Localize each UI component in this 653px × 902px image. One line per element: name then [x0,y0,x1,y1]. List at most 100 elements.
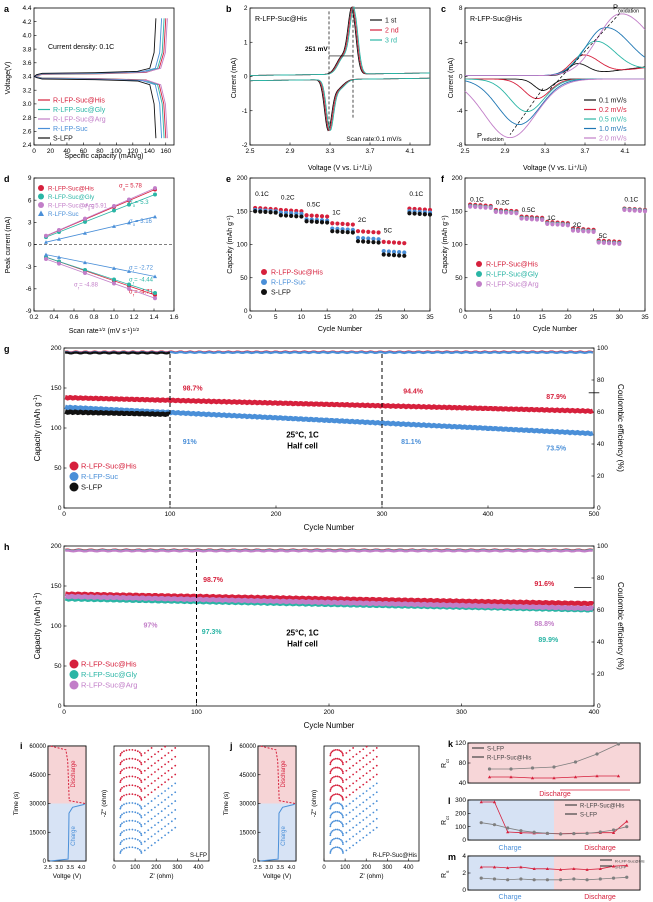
data-point [147,829,150,832]
data-point [150,755,153,758]
data-point [572,832,576,836]
y2-axis-title: Coulombic efficiency (%) [616,582,625,670]
legend-swatch [476,281,482,287]
y-axis-title: Rs [441,870,451,878]
data-point [338,775,341,778]
data-point [167,760,170,763]
rate-label: 0.5C [522,207,536,214]
data-point [362,836,365,839]
data-point [143,822,146,825]
x-tick-label: 2.5 [44,865,52,871]
panel-g: 0 100 200 300 400 500050100150200020406080100… [33,345,625,532]
panel-label: b [226,4,232,14]
label-part: Capacity (mAh g [33,402,42,461]
data-point [375,817,378,820]
data-point [334,784,337,787]
data-point [309,213,314,218]
data-point [509,210,514,216]
label-part: 1/2 [132,327,139,333]
data-point [369,831,371,834]
x-tick-label: 3.3 [325,148,334,155]
y-tick-label: 0 [244,74,248,81]
data-point [143,814,146,816]
data-point [44,256,48,261]
x-tick-label: 4.1 [405,148,414,155]
data-point [386,252,391,257]
data-point [606,241,612,246]
data-point [125,802,128,805]
annotation: σo= 5.78 [119,184,143,192]
band-label: Discharge [584,894,616,901]
label-part: s [446,870,451,873]
data-point [632,208,637,213]
y-tick-label: 4.4 [22,5,31,12]
guide-line [509,88,544,135]
y-axis-title: Voltage(V) [5,62,12,95]
data-point [598,830,602,834]
data-point [157,803,160,806]
data-point [375,773,378,776]
data-point [355,833,358,835]
legend-label: R-LFP-Suc@His [48,186,94,193]
data-point [112,204,116,209]
data-point [478,205,483,210]
panel-label: l [448,796,451,806]
data-point [581,229,586,234]
annotation: 73.5% [546,445,567,452]
data-point [164,763,166,766]
data-point [358,839,361,842]
band-label: Discharge [584,845,616,852]
x-tick-label: 1.6 [169,314,178,321]
data-point [339,750,342,753]
data-point [427,212,433,217]
data-point [369,787,371,790]
data-point [585,831,589,835]
data-point [596,240,601,245]
data-point [545,878,549,882]
data-point [140,843,143,845]
y-tick-label: 60000 [29,744,46,750]
data-point [330,221,335,226]
y-tick-label: -3 [26,264,32,271]
x-tick-label: 20 [47,148,55,155]
y-tick-label: -1 [242,108,248,115]
data-point [119,797,122,800]
annotation: σr= -4.71 [129,289,154,297]
y-tick-label: 6 [28,197,32,204]
data-point [611,864,616,868]
data-point [342,763,344,766]
label-part: = -2.72 [134,266,154,272]
data-point [131,810,134,813]
data-point [147,802,150,805]
data-point [167,831,170,834]
data-point [570,228,576,233]
legend-label: R-LFP-Suc@His [81,462,137,471]
data-point [164,781,166,784]
data-point [487,775,492,779]
label-part: = -4.88 [79,283,99,289]
discharge-band [48,746,86,804]
y-tick-label: 100 [237,242,248,249]
data-point [134,767,137,769]
data-point [334,793,337,796]
x-tick-label: 0.8 [89,314,98,321]
data-point [355,797,358,800]
data-point [598,867,602,871]
data-point [617,241,622,246]
panel-label: j [229,741,233,751]
data-point [506,866,510,870]
data-point [339,847,342,850]
data-point [299,214,304,219]
data-point [329,781,332,784]
data-point [157,759,160,762]
y-tick-label: 0 [58,505,62,512]
data-point [352,817,355,820]
data-point [170,793,173,796]
discharge-curve [50,745,85,804]
data-point [167,752,170,754]
panel-label: c [441,4,446,14]
data-point [345,849,348,852]
data-point [355,762,358,765]
capacity-series [64,404,594,437]
